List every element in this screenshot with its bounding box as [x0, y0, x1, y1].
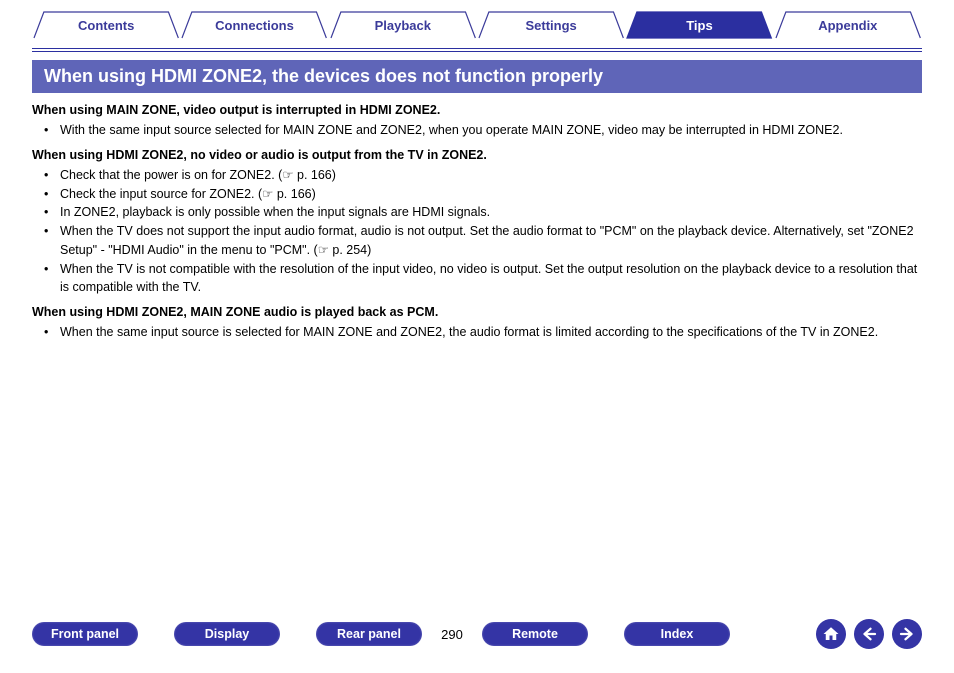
next-icon[interactable]	[892, 619, 922, 649]
prev-icon[interactable]	[854, 619, 884, 649]
remote-button[interactable]: Remote	[482, 622, 588, 646]
rear-panel-button[interactable]: Rear panel	[316, 622, 422, 646]
tab-label: Appendix	[818, 18, 877, 33]
top-nav-tabs: Contents Connections Playback Settings T…	[32, 10, 922, 40]
list-item: With the same input source selected for …	[56, 121, 922, 140]
list-item: When the TV is not compatible with the r…	[56, 260, 922, 298]
tab-label: Contents	[78, 18, 134, 33]
list-item: When the same input source is selected f…	[56, 323, 922, 342]
tab-connections[interactable]: Connections	[180, 10, 328, 40]
tab-contents[interactable]: Contents	[32, 10, 180, 40]
tab-playback[interactable]: Playback	[329, 10, 477, 40]
tab-label: Playback	[375, 18, 431, 33]
section-heading: When using HDMI ZONE2, MAIN ZONE audio i…	[32, 305, 922, 319]
tab-label: Tips	[686, 18, 713, 33]
page-number: 290	[422, 627, 482, 642]
tab-tips[interactable]: Tips	[625, 10, 773, 40]
tab-settings[interactable]: Settings	[477, 10, 625, 40]
list-item: Check that the power is on for ZONE2. (☞…	[56, 166, 922, 185]
section-heading: When using HDMI ZONE2, no video or audio…	[32, 148, 922, 162]
index-button[interactable]: Index	[624, 622, 730, 646]
home-icon[interactable]	[816, 619, 846, 649]
tab-label: Connections	[215, 18, 294, 33]
list-item: Check the input source for ZONE2. (☞ p. …	[56, 185, 922, 204]
display-button[interactable]: Display	[174, 622, 280, 646]
list-item: When the TV does not support the input a…	[56, 222, 922, 260]
list-item: In ZONE2, playback is only possible when…	[56, 203, 922, 222]
tab-appendix[interactable]: Appendix	[774, 10, 922, 40]
tab-label: Settings	[526, 18, 577, 33]
page-banner: When using HDMI ZONE2, the devices does …	[32, 60, 922, 93]
bullet-list: When the same input source is selected f…	[32, 323, 922, 342]
bullet-list: With the same input source selected for …	[32, 121, 922, 140]
bullet-list: Check that the power is on for ZONE2. (☞…	[32, 166, 922, 297]
divider-line	[32, 48, 922, 52]
section-heading: When using MAIN ZONE, video output is in…	[32, 103, 922, 117]
bottom-nav: Front panel Display Rear panel 290 Remot…	[32, 619, 922, 649]
front-panel-button[interactable]: Front panel	[32, 622, 138, 646]
